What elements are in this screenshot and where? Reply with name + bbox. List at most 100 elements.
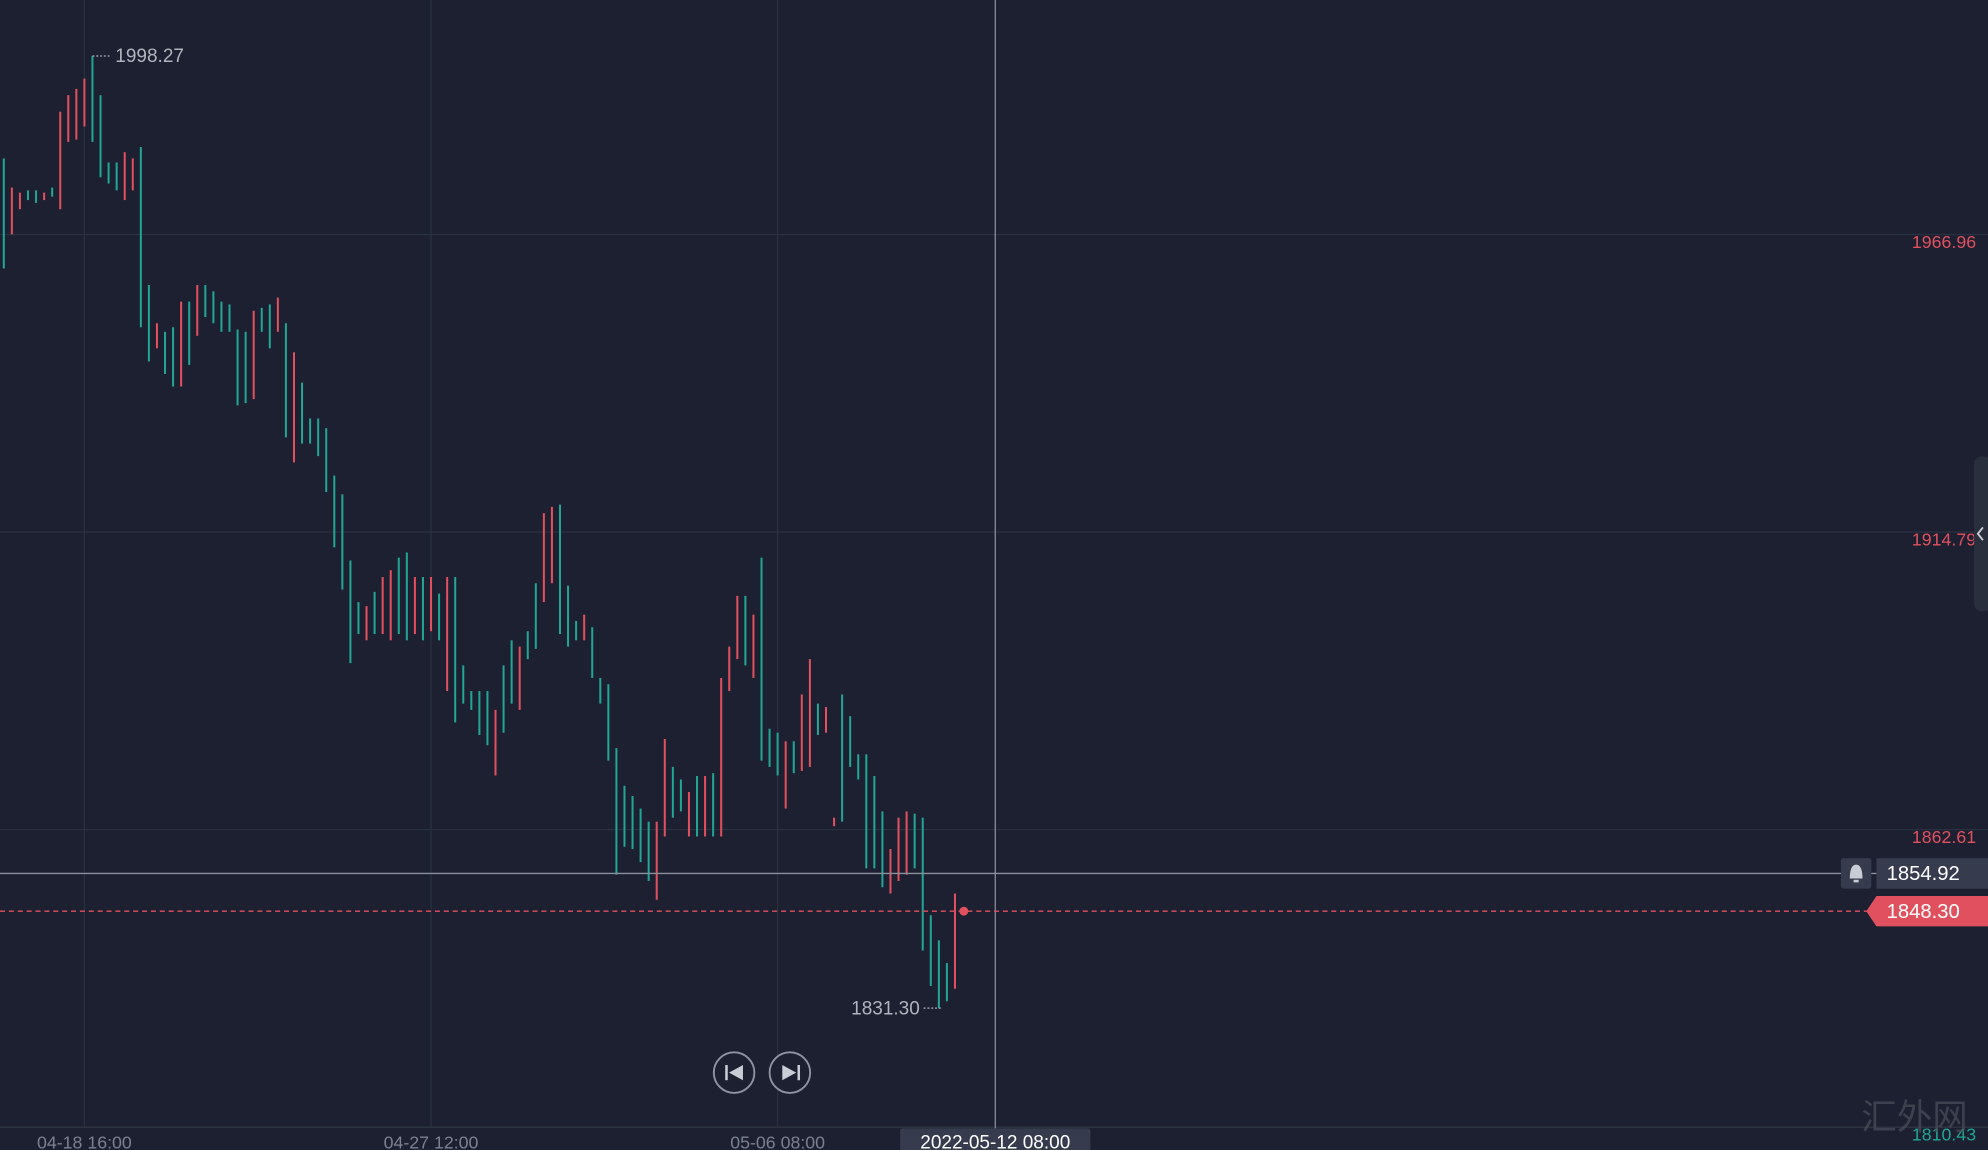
price-bar (341, 494, 344, 590)
price-bar (816, 703, 819, 735)
alert-button[interactable] (1840, 858, 1872, 889)
price-bar (728, 646, 731, 692)
price-bar (43, 192, 46, 201)
price-bar (317, 418, 320, 457)
price-bar (607, 684, 610, 761)
price-bar (131, 158, 134, 191)
price-bar (502, 665, 505, 733)
price-bar (534, 583, 537, 649)
price-bar (583, 614, 586, 641)
price-bar (518, 646, 521, 710)
price-bar (591, 627, 594, 678)
price-bar (494, 709, 497, 776)
price-bar (389, 570, 392, 641)
price-bar (91, 55, 94, 142)
y-tick-label: 1914.79 (1912, 530, 1976, 550)
crosshair-price-box (1876, 858, 1988, 889)
price-bar (704, 776, 707, 837)
x-tick-label: 04-18 16:00 (37, 1132, 132, 1150)
price-bar (841, 694, 844, 822)
price-bar (929, 915, 932, 986)
price-bar (736, 595, 739, 660)
price-bar (849, 716, 852, 767)
last-price-dot (959, 906, 969, 916)
price-bar (526, 631, 529, 660)
price-bar (236, 329, 239, 406)
price-bar (381, 577, 384, 635)
price-bar (18, 192, 21, 210)
price-bar (244, 331, 247, 404)
scale-handle[interactable] (1974, 456, 1988, 612)
price-bar (953, 893, 956, 989)
price-bar (67, 95, 70, 142)
price-bar (155, 323, 158, 349)
last-price-label: 1848.30 (1887, 901, 1960, 923)
crosshair-time-box (900, 1128, 1091, 1150)
max-label: 1998.27 (115, 46, 184, 67)
price-bar (204, 285, 207, 317)
price-bar (292, 352, 296, 463)
price-bar (760, 557, 763, 761)
step-back-button[interactable] (712, 1051, 756, 1094)
price-bar (615, 748, 618, 875)
price-bar (26, 190, 29, 201)
price-bar (301, 382, 304, 444)
price-bar (421, 577, 424, 641)
price-bar (824, 707, 828, 733)
price-bar (147, 285, 150, 362)
price-bar (470, 691, 473, 710)
watermark: 汇外网 (1861, 1097, 1968, 1137)
price-bar (276, 297, 279, 332)
price-bar (937, 940, 940, 1009)
price-bar (857, 754, 860, 780)
price-bar (542, 513, 545, 603)
price-bar (897, 817, 900, 881)
price-bar (188, 301, 191, 365)
price-bar (550, 506, 553, 584)
price-bar (333, 475, 336, 548)
price-bar (220, 301, 223, 332)
bell-icon (1849, 864, 1863, 883)
price-bar (655, 821, 658, 900)
price-bar (631, 796, 634, 850)
price-bar (800, 694, 803, 771)
price-bar (776, 732, 779, 776)
price-bar (164, 331, 167, 375)
price-bar (268, 304, 271, 349)
price-bar (99, 95, 102, 178)
price-bar (325, 428, 328, 493)
price-bar (252, 310, 255, 400)
price-bar (687, 792, 690, 837)
price-bar (228, 304, 231, 332)
price-bar (808, 659, 811, 767)
bars (2, 55, 956, 1009)
price-bar (575, 620, 578, 641)
price-bar (865, 754, 868, 869)
price-bar (430, 577, 433, 632)
price-bar (373, 591, 376, 635)
price-bar (921, 817, 924, 951)
price-bar (212, 291, 215, 324)
price-bar (558, 504, 562, 635)
price-bar (671, 766, 674, 818)
price-bar (454, 577, 457, 723)
price-bar (712, 773, 715, 837)
price-bar (623, 785, 626, 847)
step-forward-button[interactable] (768, 1051, 812, 1094)
price-bar (599, 677, 602, 704)
price-bar (881, 811, 884, 888)
price-bar (752, 614, 755, 678)
replay-controls (712, 1051, 812, 1094)
price-bar (567, 585, 570, 647)
crosshair-price-label: 1854.92 (1887, 863, 1960, 885)
price-bar (107, 162, 110, 184)
price-bar (2, 158, 5, 269)
price-bar (744, 595, 747, 666)
price-bar (413, 577, 416, 635)
price-bar (405, 552, 408, 641)
price-bar (180, 301, 183, 387)
y-tick-label: 1862.61 (1912, 827, 1976, 847)
